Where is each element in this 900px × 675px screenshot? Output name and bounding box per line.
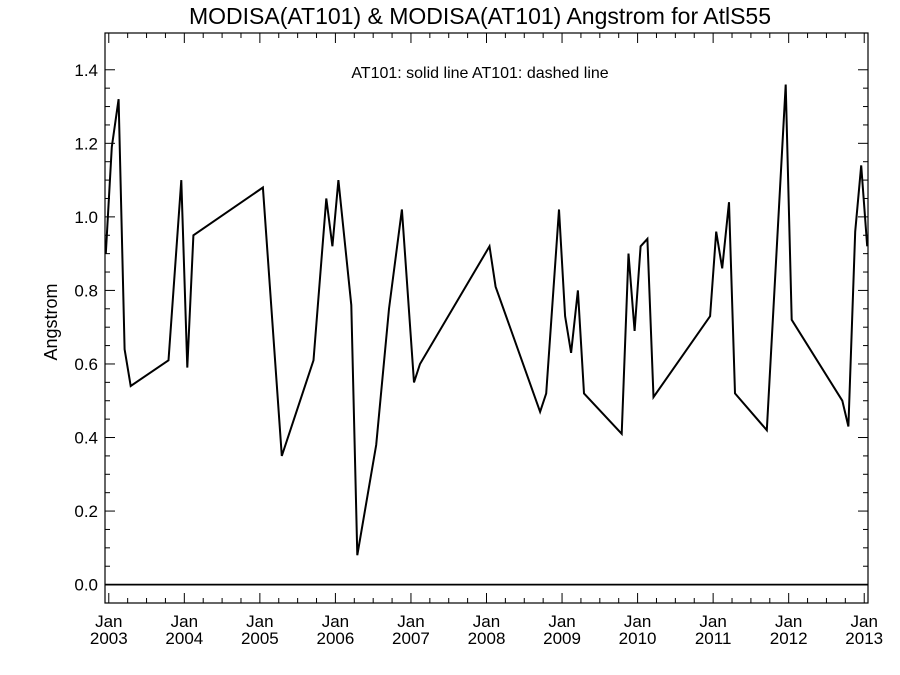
x-tick-year-label: 2008 [468,629,506,648]
x-tick-year-label: 2003 [90,629,128,648]
x-tick-year-label: 2007 [392,629,430,648]
x-tick-month-label: Jan [851,612,878,631]
series-line-0 [104,84,869,556]
x-tick-month-label: Jan [322,612,349,631]
x-tick-month-label: Jan [699,612,726,631]
y-tick-label: 0.0 [74,576,98,595]
chart-title: MODISA(AT101) & MODISA(AT101) Angstrom f… [189,3,771,29]
x-tick-year-label: 2009 [543,629,581,648]
x-tick-year-label: 2012 [770,629,808,648]
x-tick-year-label: 2013 [845,629,883,648]
y-tick-label: 1.2 [74,134,98,153]
x-tick-month-label: Jan [397,612,424,631]
y-tick-label: 1.4 [74,61,98,80]
x-tick-month-label: Jan [95,612,122,631]
x-tick-month-label: Jan [246,612,273,631]
y-tick-label: 0.8 [74,281,98,300]
x-tick-month-label: Jan [473,612,500,631]
x-tick-month-label: Jan [171,612,198,631]
x-tick-year-label: 2011 [695,629,732,648]
x-tick-month-label: Jan [775,612,802,631]
x-tick-year-label: 2006 [316,629,354,648]
x-tick-year-label: 2010 [619,629,657,648]
y-tick-label: 1.0 [74,208,98,227]
y-tick-label: 0.6 [74,355,98,374]
x-tick-month-label: Jan [548,612,575,631]
y-axis-label: Angstrom [41,283,61,360]
chart-legend-text: AT101: solid line AT101: dashed line [351,65,608,82]
x-tick-month-label: Jan [624,612,651,631]
y-tick-label: 0.4 [74,429,98,448]
x-tick-year-label: 2005 [241,629,279,648]
x-tick-year-label: 2004 [165,629,203,648]
y-tick-label: 0.2 [74,502,98,521]
plot-frame [104,32,869,604]
